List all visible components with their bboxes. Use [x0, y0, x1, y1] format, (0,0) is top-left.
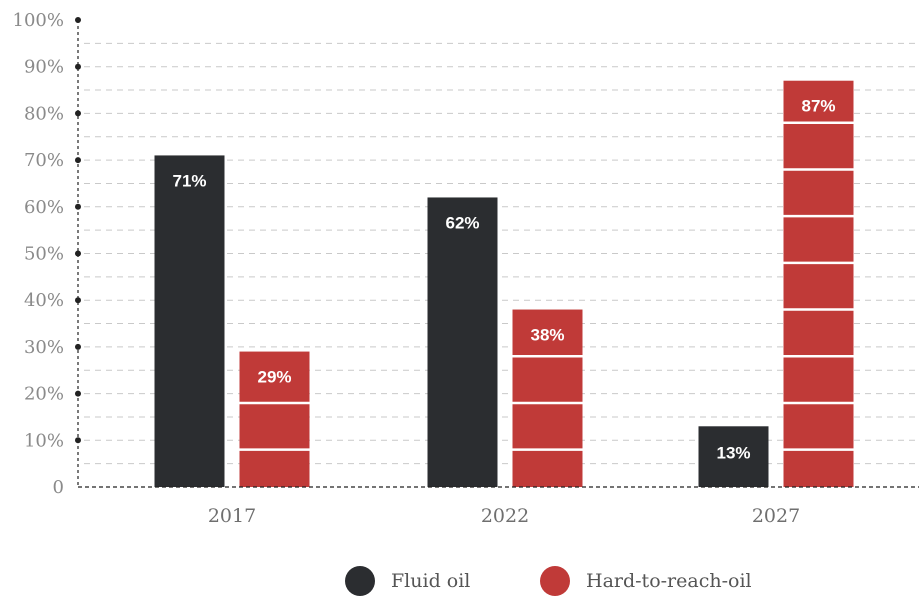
legend: Fluid oil Hard-to-reach-oil	[0, 566, 919, 600]
bar-fluid-oil-2017	[154, 155, 225, 487]
legend-swatch-hard-to-reach-oil	[540, 566, 570, 596]
y-tick-dot	[75, 63, 81, 70]
bar-fluid-oil-2022	[427, 197, 498, 487]
bar-value-label: 29%	[257, 368, 291, 387]
bar-value-label: 62%	[445, 213, 479, 232]
bar-value-label: 87%	[801, 97, 835, 116]
y-tick-label: 60%	[24, 197, 64, 218]
y-tick-label: 70%	[24, 150, 64, 171]
legend-label-hard-to-reach-oil: Hard-to-reach-oil	[586, 570, 752, 592]
x-tick-label: 2017	[208, 505, 256, 527]
bar-value-label: 13%	[716, 443, 750, 462]
y-tick-label: 10%	[24, 430, 64, 451]
y-tick-dot	[75, 437, 81, 444]
bar-hard-to-reach-oil-2022	[512, 309, 583, 487]
y-tick-label: 20%	[24, 384, 64, 405]
bars: 71% 29% 62% 38% 13% 87%	[154, 80, 854, 488]
bar-fluid-oil-2027	[698, 426, 769, 487]
y-tick-dot	[75, 17, 81, 23]
y-tick-dot	[75, 110, 81, 117]
y-tick-label: 40%	[24, 290, 64, 311]
y-tick-dot	[75, 343, 81, 350]
y-tick-dot	[75, 203, 81, 210]
y-tick-dot	[75, 250, 81, 257]
gridlines	[84, 42, 919, 465]
bar-hard-to-reach-oil-2027	[783, 80, 854, 488]
x-tick-label: 2022	[481, 505, 529, 527]
x-axis: 2017 2022 2027	[78, 486, 919, 527]
y-tick-label: 0	[53, 477, 64, 498]
y-axis: 0 10% 20% 30% 40% 50% 60% 70% 80% 90% 100%	[13, 10, 81, 498]
y-tick-label: 100%	[13, 10, 64, 31]
y-tick-dot	[75, 157, 81, 164]
legend-swatch-fluid-oil	[345, 566, 375, 596]
bar-hard-to-reach-oil-2017	[239, 351, 310, 487]
bar-value-label: 71%	[172, 171, 206, 190]
y-tick-dot	[75, 297, 81, 304]
y-tick-label: 90%	[24, 57, 64, 78]
legend-label-fluid-oil: Fluid oil	[391, 570, 471, 592]
bar-value-label: 38%	[530, 326, 564, 345]
y-tick-label: 50%	[24, 244, 64, 265]
y-tick-label: 80%	[24, 103, 64, 124]
y-tick-label: 30%	[24, 337, 64, 358]
x-tick-label: 2027	[752, 505, 800, 527]
legend-item-fluid-oil: Fluid oil	[345, 566, 470, 596]
y-tick-dot	[75, 390, 81, 397]
legend-item-hard-to-reach-oil: Hard-to-reach-oil	[540, 566, 752, 596]
